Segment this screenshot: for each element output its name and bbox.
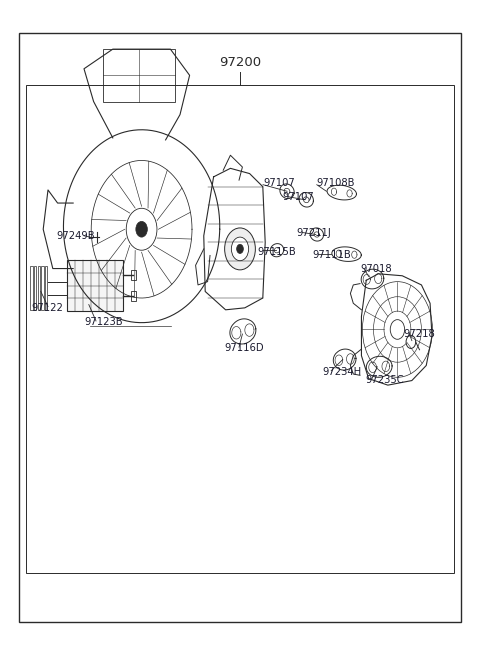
Text: 97107: 97107: [263, 178, 295, 189]
Circle shape: [390, 320, 405, 339]
Bar: [67, 260, 123, 311]
Circle shape: [136, 221, 147, 237]
Text: 97249B: 97249B: [57, 231, 95, 241]
Text: 97218: 97218: [403, 329, 435, 339]
Text: 97200: 97200: [219, 56, 261, 69]
Text: 97122: 97122: [31, 303, 63, 313]
Bar: [37, 266, 40, 310]
Bar: [30, 266, 33, 310]
Bar: [34, 266, 36, 310]
Text: 97108B: 97108B: [317, 178, 355, 189]
Text: 97116D: 97116D: [225, 343, 264, 354]
Circle shape: [126, 208, 157, 250]
Bar: [103, 49, 175, 102]
Bar: [19, 33, 461, 622]
Bar: [26, 85, 454, 573]
Text: 97234H: 97234H: [323, 367, 362, 377]
Circle shape: [231, 237, 249, 261]
Bar: [132, 270, 135, 280]
Bar: [41, 266, 44, 310]
Circle shape: [406, 335, 416, 348]
Circle shape: [225, 228, 255, 270]
Text: 97111B: 97111B: [312, 250, 351, 261]
Text: 97018: 97018: [360, 263, 392, 274]
Text: 97235C: 97235C: [366, 375, 404, 385]
Circle shape: [237, 244, 243, 253]
Text: 97123B: 97123B: [84, 317, 122, 328]
Bar: [132, 291, 135, 301]
Bar: [45, 266, 48, 310]
Text: 97115B: 97115B: [257, 246, 296, 257]
Text: 97211J: 97211J: [297, 227, 331, 238]
Text: 97107: 97107: [282, 191, 314, 202]
